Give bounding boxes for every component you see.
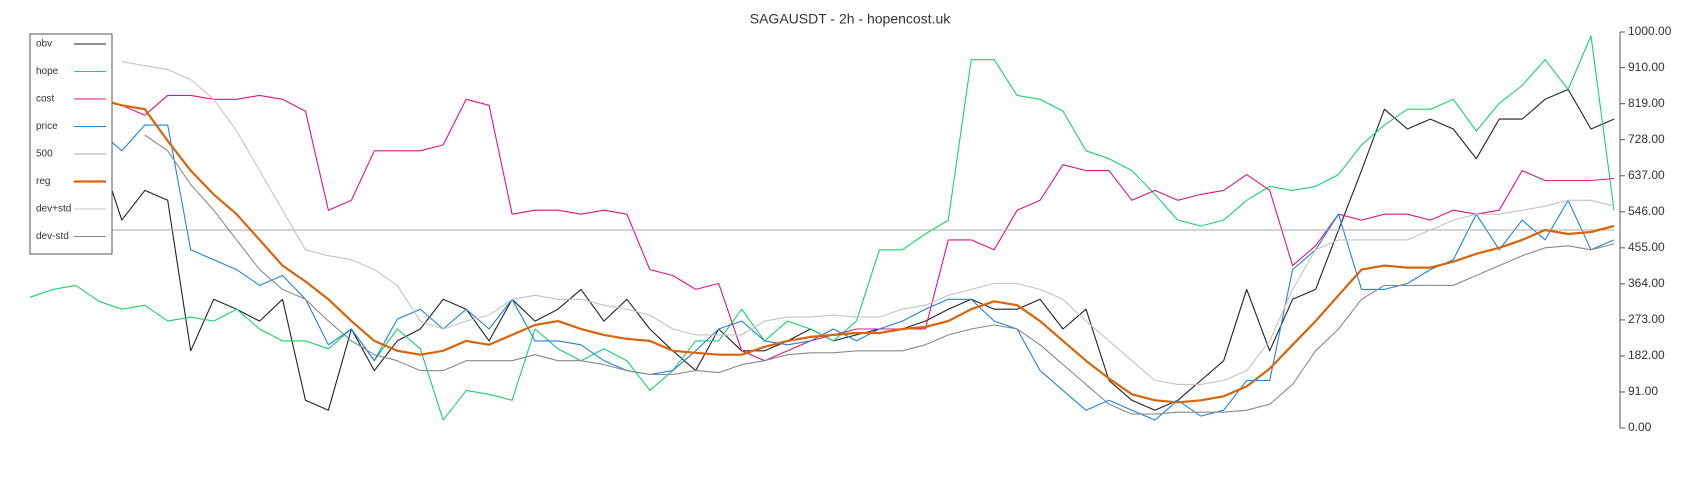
series-line (98, 124, 1615, 421)
legend-label: cost (36, 94, 55, 105)
series-line (144, 134, 1615, 415)
legend-label: dev-std (36, 231, 69, 242)
y-tick-label: 91.00 (1628, 384, 1658, 398)
series-line (98, 94, 1615, 362)
legend-label: 500 (36, 149, 53, 160)
y-tick-label: 910.00 (1628, 60, 1665, 74)
series-line (29, 35, 1615, 421)
y-tick-label: 546.00 (1628, 204, 1665, 218)
series-line (98, 98, 1615, 404)
y-tick-label: 364.00 (1628, 276, 1665, 290)
y-tick-label: 455.00 (1628, 240, 1665, 254)
series-line (98, 88, 1615, 411)
legend-label: obv (36, 39, 52, 50)
legend-label: dev+std (36, 204, 71, 215)
y-tick-label: 728.00 (1628, 132, 1665, 146)
y-tick-label: 273.00 (1628, 312, 1665, 326)
legend-box (29, 33, 113, 255)
y-tick-label: 819.00 (1628, 96, 1665, 110)
y-tick-label: 1000.00 (1628, 24, 1672, 38)
y-tick-label: 182.00 (1628, 348, 1665, 362)
legend-label: price (36, 121, 58, 132)
y-tick-label: 637.00 (1628, 168, 1665, 182)
chart-title: SAGAUSDT - 2h - hopencost.uk (750, 11, 951, 27)
y-tick-label: 0.00 (1628, 420, 1652, 434)
legend-label: reg (36, 176, 50, 187)
series-line (121, 61, 1615, 385)
legend-label: hope (36, 66, 59, 77)
